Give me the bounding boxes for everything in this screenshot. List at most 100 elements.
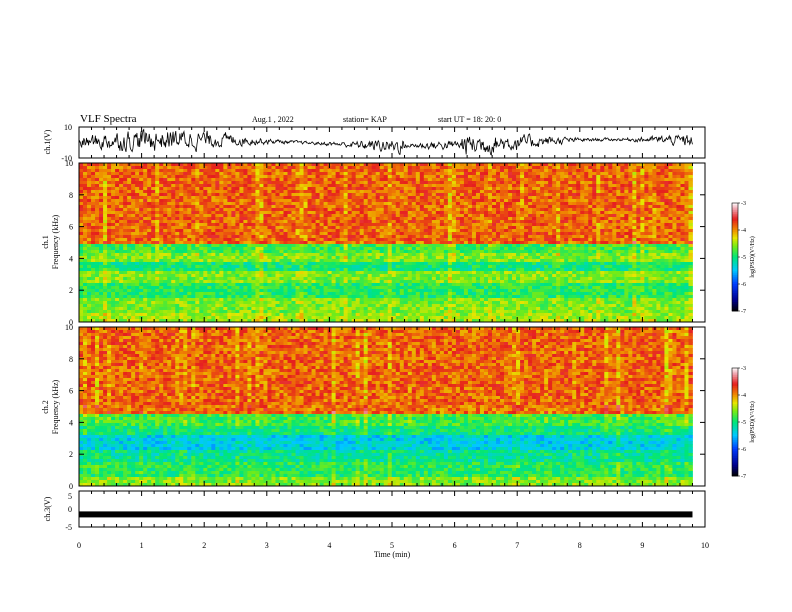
spectrogram-cell: [628, 226, 633, 230]
spectrogram-cell: [536, 166, 541, 170]
spectrogram-cell: [676, 241, 681, 245]
spectrogram-cell: [171, 178, 176, 182]
spectrogram-cell: [323, 190, 328, 194]
spectrogram-cell: [315, 259, 320, 263]
spectrogram-cell: [395, 253, 401, 257]
spectrogram-cell: [479, 220, 485, 224]
spectrogram-cell: [79, 163, 84, 167]
spectrogram-cell: [363, 163, 369, 167]
spectrogram-cell: [123, 178, 128, 182]
spectrogram-cell: [540, 226, 545, 230]
spectrogram-cell: [580, 247, 585, 251]
spectrogram-cell: [576, 238, 581, 242]
spectrogram-cell: [271, 202, 276, 206]
spectrogram-cell: [119, 196, 124, 200]
spectrogram-cell: [307, 187, 312, 191]
spectrogram-cell: [367, 163, 373, 167]
spectrogram-cell: [644, 223, 649, 227]
spectrogram-cell: [596, 214, 601, 218]
spectrogram-cell: [231, 202, 236, 206]
spectrogram-cell: [512, 181, 517, 185]
spectrogram-cell: [119, 190, 124, 194]
spectrogram-cell: [439, 208, 445, 212]
spectrogram-cell: [620, 205, 625, 209]
spectrogram-cell: [227, 208, 232, 212]
spectrogram-cell: [315, 163, 320, 167]
spectrogram-cell: [343, 259, 349, 263]
spectrogram-cell: [227, 217, 232, 221]
spectrogram-cell: [500, 226, 505, 230]
spectrogram-cell: [243, 211, 248, 215]
spectrogram-cell: [407, 232, 413, 236]
spectrogram-cell: [275, 220, 280, 224]
spectrogram-cell: [155, 196, 160, 200]
spectrogram-cell: [131, 235, 136, 239]
spectrogram-cell: [119, 211, 124, 215]
spectrogram-cell: [279, 199, 284, 203]
spectrogram-cell: [351, 187, 357, 191]
spectrogram-cell: [383, 199, 389, 203]
spectrogram-cell: [211, 199, 216, 203]
spectrogram-cell: [247, 202, 252, 206]
spectrogram-cell: [479, 232, 485, 236]
spectrogram-cell: [656, 235, 661, 239]
spectrogram-cell: [199, 193, 204, 197]
spectrogram-cell: [592, 244, 597, 248]
spectrogram-cell: [620, 235, 625, 239]
spectrogram-cell: [251, 214, 256, 218]
spectrogram-cell: [359, 238, 365, 242]
spectrogram-cell: [572, 214, 577, 218]
spectrogram-cell: [624, 181, 629, 185]
spectrogram-cell: [207, 235, 212, 239]
spectrogram-cell: [259, 169, 264, 173]
spectrogram-cell: [632, 211, 637, 215]
spectrogram-cell: [207, 184, 212, 188]
spectrogram-cell: [127, 232, 132, 236]
spectrogram-cell: [403, 166, 409, 170]
spectrogram-cell: [399, 172, 405, 176]
spectrogram-cell: [423, 259, 429, 263]
spectrogram-cell: [195, 184, 200, 188]
spectrogram-cell: [407, 256, 413, 260]
spectrogram-cell: [127, 256, 132, 260]
spectrogram-cell: [251, 175, 256, 179]
spectrogram-cell: [291, 211, 296, 215]
spectrogram-cell: [107, 187, 112, 191]
spectrogram-cell: [588, 169, 593, 173]
spectrogram-cell: [251, 211, 256, 215]
spectrogram-cell: [447, 247, 453, 251]
spectrogram-cell: [443, 208, 449, 212]
spectrogram-cell: [159, 235, 164, 239]
spectrogram-cell: [135, 250, 140, 254]
spectrogram-cell: [656, 253, 661, 257]
spectrogram-cell: [447, 175, 453, 179]
spectrogram-cell: [520, 253, 525, 257]
spectrogram-cell: [435, 178, 441, 182]
spectrogram-cell: [183, 241, 188, 245]
spectrogram-cell: [592, 172, 597, 176]
spectrogram-cell: [435, 223, 441, 227]
spectrogram-cell: [259, 181, 264, 185]
spectrogram-cell: [608, 256, 613, 260]
spectrogram-cell: [203, 190, 208, 194]
spectrogram-cell: [131, 232, 136, 236]
spectrogram-cell: [600, 208, 605, 212]
spectrogram-cell: [191, 232, 196, 236]
spectrogram-cell: [183, 232, 188, 236]
spectrogram-cell: [459, 190, 465, 194]
spectrogram-cell: [239, 235, 244, 239]
spectrogram-cell: [463, 199, 469, 203]
spectrogram-cell: [83, 187, 88, 191]
spectrogram-cell: [620, 214, 625, 218]
spectrogram-cell: [315, 253, 320, 257]
spectrogram-cell: [311, 247, 316, 251]
spectrogram-cell: [311, 253, 316, 257]
spectrogram-cell: [572, 178, 577, 182]
spectrogram-cell: [387, 217, 393, 221]
spectrogram-cell: [399, 238, 405, 242]
spectrogram-cell: [327, 175, 333, 179]
spectrogram-cell: [247, 175, 252, 179]
spectrogram-cell: [207, 175, 212, 179]
spectrogram-cell: [383, 226, 389, 230]
spectrogram-cell: [672, 169, 677, 173]
